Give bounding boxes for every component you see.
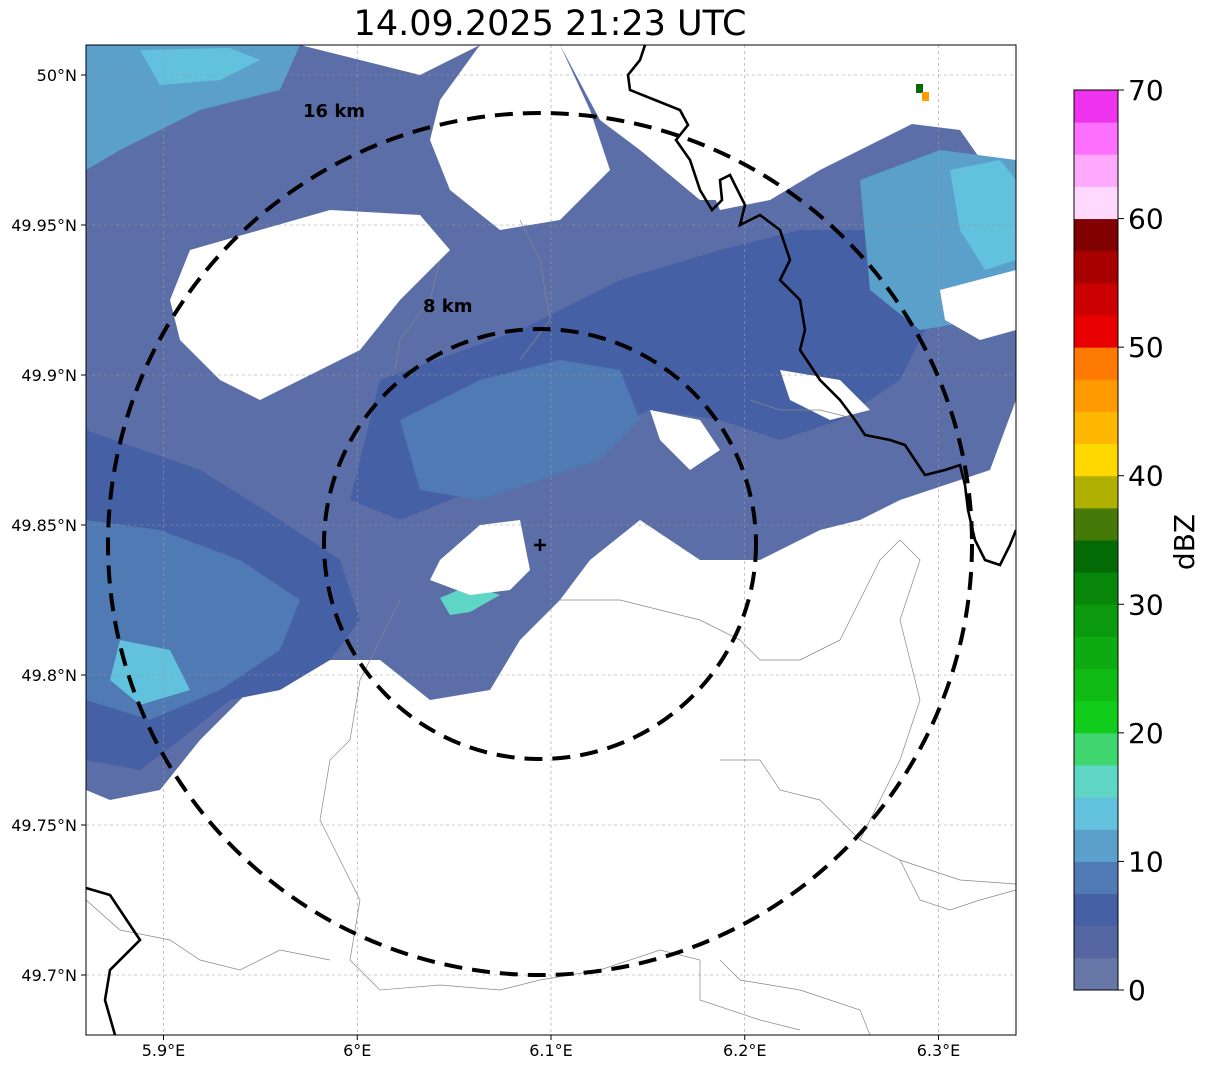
colorbar-swatch [1074, 604, 1118, 637]
echo-cyan-northeast [950, 160, 1016, 270]
colorbar-swatch [1074, 379, 1118, 412]
x-tick-label: 6°E [343, 1041, 371, 1060]
y-tick-label: 49.75°N [11, 816, 77, 835]
colorbar-swatch [1074, 893, 1118, 927]
radar-site-marker [534, 539, 546, 551]
colorbar-swatch [1074, 797, 1118, 830]
colorbar-swatch [1074, 765, 1118, 798]
gridlines [86, 45, 1016, 1035]
colorbar-tick-label: 50 [1128, 331, 1164, 364]
x-tick-label: 6.1°E [529, 1041, 573, 1060]
echo-cyan-west [110, 640, 190, 705]
reflectivity-field [86, 45, 1016, 800]
colorbar-swatch [1074, 572, 1118, 605]
gap-east-2 [780, 370, 870, 420]
colorbar-swatch [1074, 861, 1118, 895]
colorbar-tick-label: 30 [1128, 588, 1164, 621]
colorbar-swatch [1074, 443, 1118, 477]
colorbar-frame [1073, 89, 1119, 991]
echo-light-north [86, 45, 300, 170]
range-rings [106, 111, 974, 977]
x-axis-ticks: 5.9°E 6°E 6.1°E 6.2°E 6.3°E [142, 1035, 961, 1060]
range-ring-8km [322, 327, 758, 761]
colorbar-swatch [1074, 507, 1118, 541]
y-tick-label: 49.9°N [21, 366, 77, 385]
gap-north-center [430, 45, 610, 230]
colorbar-swatch [1074, 154, 1118, 187]
y-tick-label: 49.85°N [11, 516, 77, 535]
colorbar-swatch [1074, 186, 1118, 220]
colorbar-tick-label: 20 [1128, 717, 1164, 750]
national-border [86, 45, 1016, 1035]
echo-light-center [400, 360, 640, 500]
colorbar-ticks: 0 10 20 30 40 50 60 70 [1118, 74, 1164, 1007]
x-tick-label: 6.3°E [917, 1041, 961, 1060]
colorbar-tick-label: 0 [1128, 974, 1146, 1007]
gap-north-east [640, 45, 940, 210]
colorbar-swatch [1074, 540, 1118, 573]
hail-pixel-dark [916, 84, 923, 93]
commune-borders [86, 219, 1016, 1035]
colorbar-swatch [1074, 411, 1118, 445]
colorbar-swatch [1074, 636, 1118, 670]
colorbar-swatch [1074, 668, 1118, 702]
colorbar-swatch [1074, 957, 1118, 991]
gap-northwest [170, 210, 450, 400]
colorbar-swatch [1074, 90, 1118, 123]
y-tick-label: 49.8°N [21, 666, 77, 685]
colorbar-swatch [1074, 925, 1118, 959]
colorbar-tick-label: 70 [1128, 74, 1164, 107]
y-axis-ticks: 50°N 49.95°N 49.9°N 49.85°N 49.8°N 49.75°N 49.… [11, 66, 86, 985]
echo-cyan-northwest [140, 48, 260, 85]
hail-pixel-orange [922, 92, 929, 101]
gap-center-south [430, 520, 530, 595]
ring-label-8km: 8 km [423, 296, 473, 317]
colorbar-swatch [1074, 282, 1118, 316]
colorbar-swatch [1074, 250, 1118, 284]
map-title: 14.09.2025 21:23 UTC [353, 4, 747, 44]
colorbar-swatch [1074, 732, 1118, 766]
range-ring-16km [106, 111, 974, 977]
colorbar-tick-label: 10 [1128, 845, 1164, 878]
colorbar-swatch [1074, 700, 1118, 734]
gap-east [940, 270, 1016, 340]
colorbar-label: dBZ [1168, 514, 1201, 570]
gap-center-east [650, 410, 720, 470]
y-tick-label: 50°N [37, 66, 77, 85]
x-tick-label: 5.9°E [142, 1041, 186, 1060]
colorbar-tick-label: 40 [1128, 460, 1164, 493]
colorbar-swatch [1074, 475, 1118, 509]
y-tick-label: 49.95°N [11, 216, 77, 235]
ring-label-16km: 16 km [303, 101, 365, 122]
colorbar-swatch [1074, 218, 1118, 252]
x-tick-label: 6.2°E [723, 1041, 767, 1060]
colorbar-swatch [1074, 829, 1118, 862]
colorbar-swatch [1074, 347, 1118, 380]
colorbar-swatch [1074, 315, 1118, 348]
colorbar-tick-label: 60 [1128, 203, 1164, 236]
colorbar-swatch [1074, 122, 1118, 155]
colorbar [1073, 89, 1119, 991]
y-tick-label: 49.7°N [21, 966, 77, 985]
